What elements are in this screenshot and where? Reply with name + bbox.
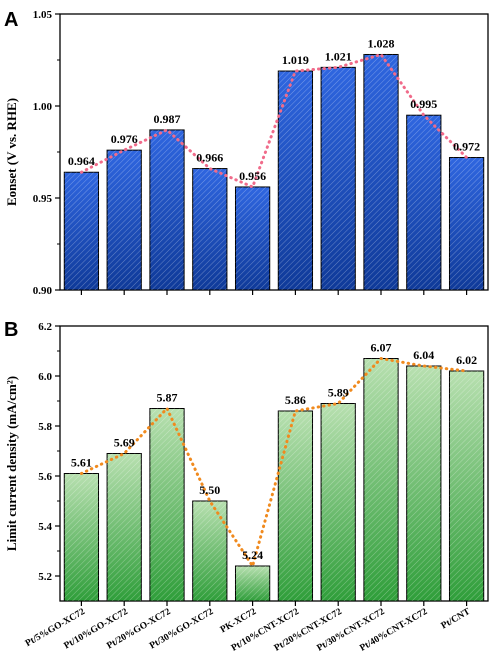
bar-hatch [107,150,142,290]
bar-hatch [363,54,399,291]
panel-a: A 0.90 0.95 1.00 1.05 Eonset (V vs. RHE) 0.964… [4,9,489,297]
y-tick-label: 5.8 [38,421,52,433]
y-axis-title: Limit current density (mA/cm²) [4,376,19,551]
data-label: 6.04 [413,348,434,362]
bar-hatch [64,473,99,601]
data-label: 1.021 [325,49,352,63]
data-label: 0.987 [154,112,181,126]
bar-hatch [64,172,99,290]
y-tick-label: 1.00 [33,101,53,113]
plot-frame [59,325,489,602]
y-tick-label: 0.90 [33,285,53,297]
x-tick-label: Pt/CNT [440,607,473,632]
data-label: 1.019 [282,53,309,67]
bar-hatch [278,71,313,290]
data-label: 5.61 [71,456,92,470]
bar-hatch [192,168,227,290]
y-tick-label: 6.0 [38,371,52,383]
trend-line [79,356,469,570]
data-label: 0.956 [239,169,266,183]
bar-hatch [149,408,185,601]
y-axis-title: Eonset (V vs. RHE) [4,98,19,206]
y-tick-label: 5.6 [38,471,52,483]
panel-letter: B [4,319,18,341]
trend-line [79,52,469,189]
data-label: 0.995 [410,97,437,111]
bar-hatch [321,67,356,290]
bar-hatch [406,366,441,601]
data-label: 0.964 [68,154,95,168]
bar-hatch [321,403,356,601]
bar-hatch [449,371,484,601]
panel-letter: A [4,9,18,31]
data-label: 5.87 [157,391,178,405]
data-label: 5.69 [114,436,135,450]
y-tick-label: 5.2 [38,571,52,583]
bar-hatch [235,186,270,290]
bar-hatch [235,566,270,601]
y-tick-label: 0.95 [33,193,53,205]
data-label: 0.976 [111,132,138,146]
panel-b: B 5.2 5.4 5.6 5.8 6.0 6.2 Limit current density… [4,319,489,654]
y-tick-label: 6.2 [38,321,52,333]
bar-hatch [278,411,313,601]
data-label: 5.86 [285,393,306,407]
data-label: 5.24 [242,548,263,562]
bar-hatch [107,453,142,601]
data-label: 0.966 [196,151,223,165]
y-tick-label: 5.4 [38,521,52,533]
bar-hatch [149,129,185,290]
bar-hatch [406,115,441,290]
y-tick-label: 1.05 [33,9,53,21]
bar-hatch [192,501,227,601]
data-label: 5.89 [328,386,349,400]
data-label: 5.50 [199,483,220,497]
bar-hatch [449,157,484,290]
bar-hatch [363,358,399,601]
data-label: 1.028 [368,36,395,50]
data-label: 6.02 [456,353,477,367]
data-label: 6.07 [371,341,392,355]
data-label: 0.972 [453,140,480,154]
